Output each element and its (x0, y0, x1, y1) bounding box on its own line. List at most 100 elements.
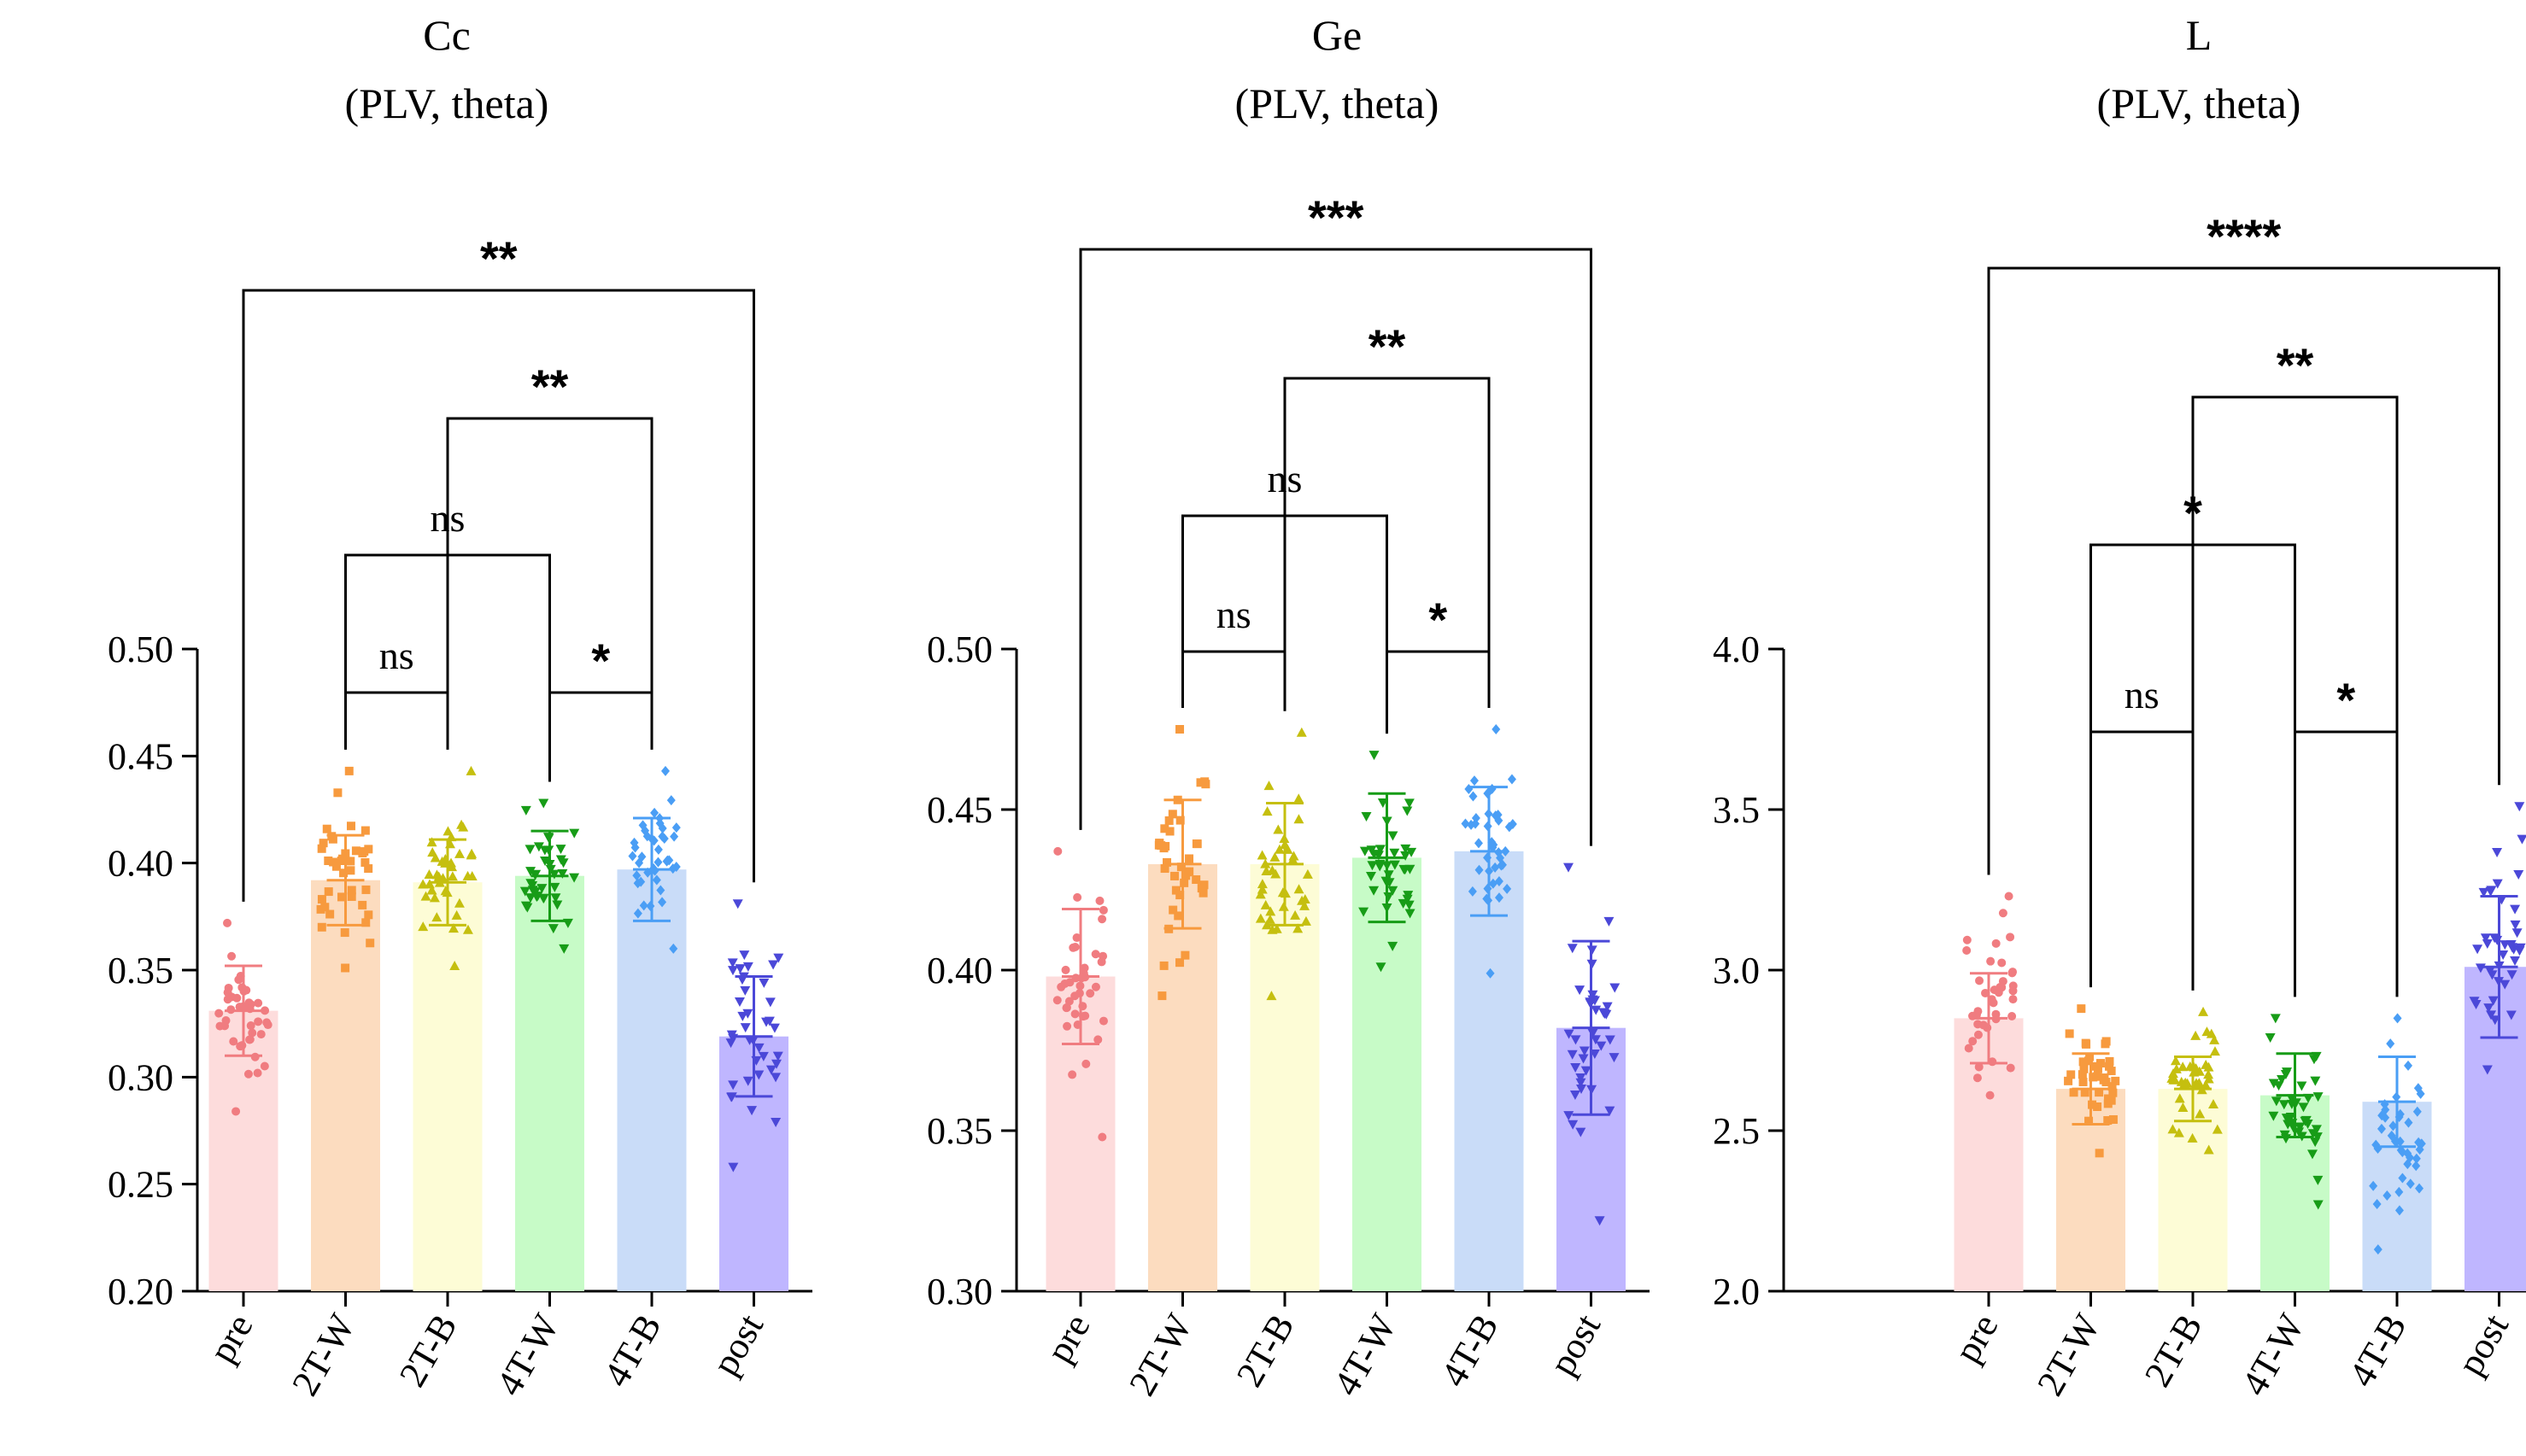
data-point (1199, 888, 1208, 898)
data-point (2280, 1070, 2291, 1080)
y-tick-label: 0.40 (108, 843, 173, 885)
data-point (1266, 991, 1277, 1001)
significance-bracket: ns (1181, 593, 1286, 691)
data-point (426, 885, 437, 895)
x-tick-label: post (704, 1307, 771, 1383)
data-point (361, 885, 371, 894)
data-point (569, 828, 580, 839)
data-point (1377, 798, 1388, 808)
data-point (552, 900, 563, 910)
data-point (2510, 920, 2521, 930)
x-tick-label: pre (1946, 1307, 2007, 1370)
data-point (2108, 1088, 2118, 1097)
data-point (2077, 1004, 2086, 1014)
data-point (636, 876, 646, 887)
data-point (1099, 1016, 1108, 1026)
chart-title: Ge (1312, 11, 1362, 59)
data-point (1062, 1003, 1071, 1013)
data-point (2201, 1026, 2212, 1037)
data-point (742, 962, 753, 972)
data-point (1200, 777, 1210, 786)
data-point (1299, 900, 1310, 910)
data-point (220, 1021, 230, 1031)
data-point (1404, 798, 1415, 809)
data-point (1361, 811, 1372, 822)
data-point (1567, 1050, 1578, 1060)
data-point (1603, 916, 1615, 927)
data-point (1071, 974, 1081, 983)
bracket-line (446, 417, 653, 750)
data-point (540, 856, 551, 866)
data-point (2209, 1034, 2220, 1044)
data-point (1170, 871, 1180, 880)
chart-panel-cc: Cc (PLV, theta) 0.20 0.25 0.30 0.35 0.40 0.45 0.… (108, 11, 812, 1402)
data-point (2084, 1116, 2094, 1126)
data-point (1503, 883, 1512, 894)
bar (1454, 851, 1524, 1291)
data-point (1574, 985, 1585, 996)
data-point (1962, 946, 1972, 956)
data-point (329, 857, 338, 867)
data-point (2404, 1117, 2413, 1128)
bracket-line (1283, 377, 1491, 711)
data-point (2372, 1198, 2382, 1209)
data-point (1464, 783, 1474, 794)
bar (1148, 863, 1217, 1291)
data-point (1069, 943, 1078, 952)
significance-stars: *** (1308, 190, 1364, 244)
data-point (2294, 1127, 2305, 1137)
data-point (2382, 1190, 2392, 1201)
x-tick-label: 4T-W (2233, 1307, 2312, 1402)
data-point (1570, 1062, 1581, 1073)
data-point (454, 848, 466, 858)
data-point (1983, 1023, 1992, 1032)
data-point (2101, 1078, 2111, 1087)
data-point (1387, 941, 1398, 951)
data-point (1072, 933, 1081, 943)
data-point (2312, 1092, 2324, 1102)
data-point (519, 886, 530, 897)
data-point (262, 1018, 272, 1027)
data-point (2195, 1108, 2206, 1119)
data-point (1065, 978, 1075, 987)
data-point (1575, 1127, 1586, 1137)
data-point (2008, 986, 2018, 996)
data-point (2201, 1059, 2212, 1069)
y-tick-label: 0.20 (108, 1271, 173, 1313)
data-point (2415, 1183, 2424, 1194)
data-point (1260, 899, 1271, 909)
data-point (520, 901, 531, 911)
data-point (2170, 1074, 2181, 1085)
data-point (2203, 1144, 2214, 1155)
data-point (1086, 989, 1095, 998)
data-point (331, 862, 341, 871)
data-point (641, 825, 650, 836)
data-point (2177, 1102, 2189, 1113)
data-point (1507, 774, 1516, 785)
data-point (538, 893, 549, 903)
data-point (1406, 847, 1417, 857)
data-point (1091, 982, 1100, 991)
data-point (1374, 845, 1386, 855)
data-point (630, 837, 639, 848)
x-tick-label: post (1541, 1307, 1609, 1383)
x-tick-label: 2T-W (1121, 1307, 1200, 1402)
data-point (1171, 886, 1181, 895)
data-point (317, 844, 326, 853)
data-point (1404, 900, 1415, 910)
data-point (337, 892, 346, 902)
data-point (633, 908, 642, 919)
data-point (466, 765, 477, 775)
data-point (1300, 915, 1311, 926)
y-tick-label: 0.35 (927, 1110, 993, 1152)
y-tick-label: 0.50 (927, 629, 993, 670)
chart-subtitle: (PLV, theta) (345, 79, 549, 127)
bar (413, 882, 483, 1291)
data-point (1962, 935, 1972, 944)
data-point (2312, 1175, 2324, 1185)
data-point (2310, 1076, 2321, 1086)
data-point (462, 924, 473, 934)
data-point (1293, 884, 1304, 894)
data-point (1576, 1085, 1587, 1095)
data-point (533, 842, 544, 852)
